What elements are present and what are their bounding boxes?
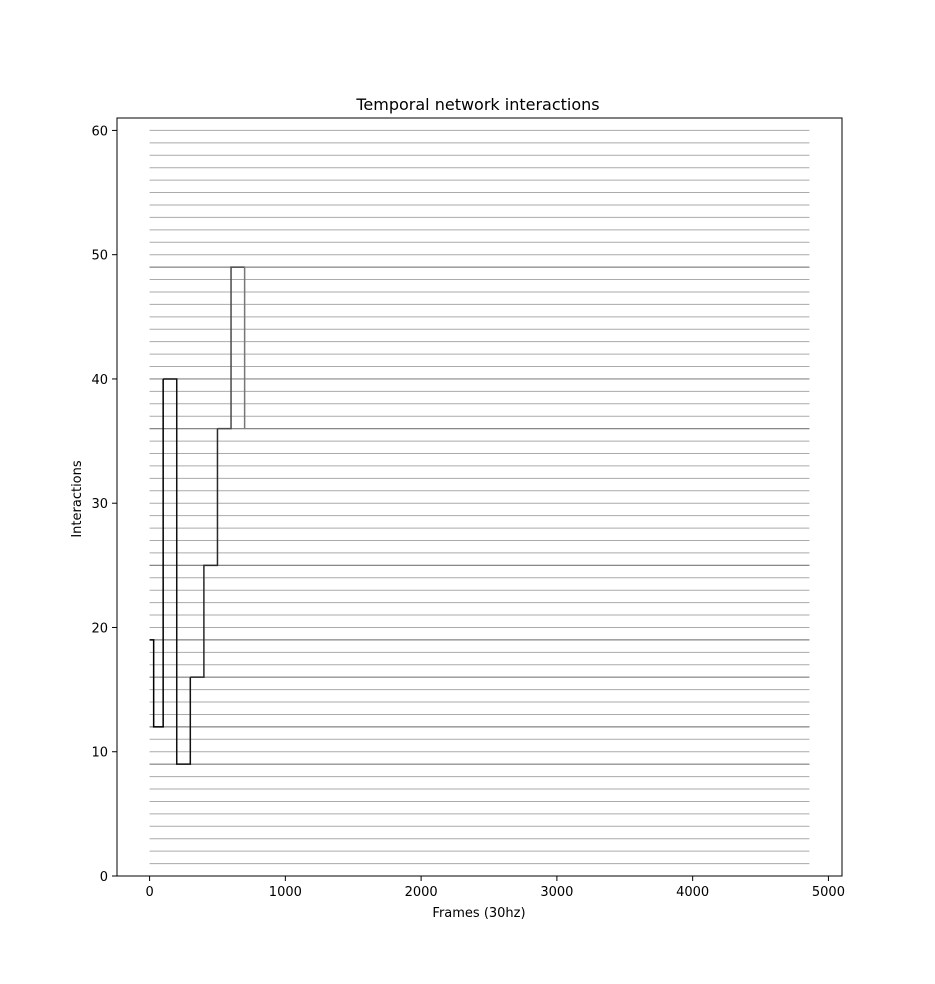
x-tick-label: 1000: [269, 885, 302, 900]
x-tick-label: 3000: [540, 885, 573, 900]
series-line-3: [190, 428, 219, 678]
y-tick-label: 40: [91, 373, 108, 388]
series-line-2: [163, 378, 192, 765]
chart-title: Temporal network interactions: [355, 95, 599, 114]
y-tick-label: 10: [91, 746, 108, 761]
y-axis-label: Interactions: [70, 460, 85, 538]
x-tick-label: 5000: [812, 885, 845, 900]
series-line-4: [217, 266, 245, 430]
x-tick-label: 2000: [405, 885, 438, 900]
y-tick-label: 30: [91, 497, 108, 512]
y-tick-label: 50: [91, 249, 108, 264]
series-line-1: [149, 378, 164, 728]
x-tick-label: 0: [145, 885, 153, 900]
y-tick-label: 60: [91, 124, 108, 139]
y-tick-label: 0: [100, 870, 108, 885]
x-tick-label: 4000: [676, 885, 709, 900]
plot-area: [149, 129, 810, 865]
y-tick-label: 20: [91, 621, 108, 636]
y-axis: 0 10 20 30 40 50 60: [91, 124, 117, 885]
plot-frame: [116, 117, 843, 877]
x-axis-label: Frames (30hz): [432, 906, 525, 921]
x-axis: 0 1000 2000 3000 4000 5000: [145, 876, 845, 900]
